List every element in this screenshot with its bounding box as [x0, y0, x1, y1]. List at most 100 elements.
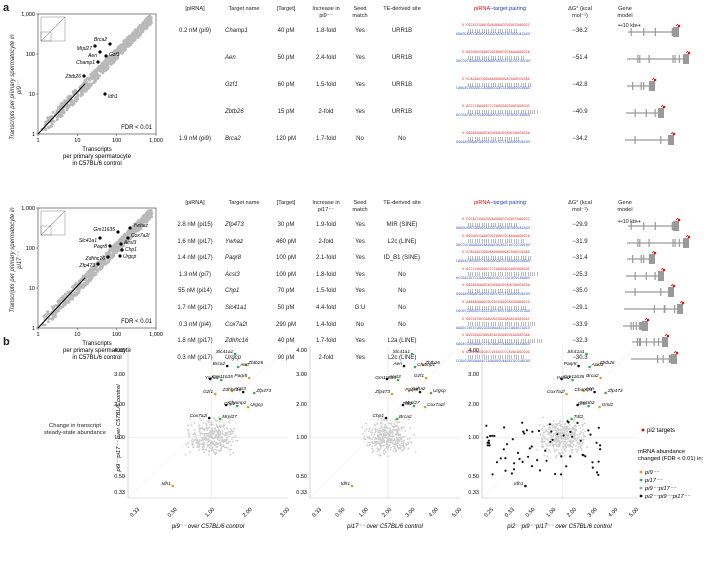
target-site-marker	[660, 267, 664, 271]
target-site-marker	[675, 218, 679, 221]
cell-seed: Yes	[355, 354, 365, 361]
target-site-dot	[687, 51, 691, 55]
data-point	[139, 31, 143, 34]
data-point	[221, 436, 224, 439]
exon	[674, 238, 676, 247]
data-point	[209, 431, 212, 434]
data-point	[124, 48, 128, 51]
data-point	[579, 427, 582, 429]
data-point	[565, 446, 568, 449]
data-point	[223, 438, 226, 441]
exon	[632, 255, 634, 264]
data-point	[206, 429, 209, 431]
hit-point	[390, 392, 394, 396]
data-point-triple	[554, 472, 557, 476]
data-point	[198, 445, 201, 447]
data-point-triple	[516, 451, 520, 454]
hit-point	[424, 376, 428, 380]
target-sequence: GAGACGUUAAAUCCCUCGAACUAAAAGCAAAUAG5'	[456, 342, 533, 347]
data-point-triple	[597, 426, 600, 429]
cell-seed: Yes	[355, 238, 365, 245]
data-point	[50, 317, 54, 320]
data-point	[572, 426, 574, 429]
hit-point	[423, 405, 427, 409]
data-point	[128, 36, 132, 40]
y-tick-label: 1.00	[468, 435, 479, 441]
data-point-triple	[565, 465, 568, 468]
cell-seed: G:U	[354, 305, 366, 311]
data-point	[198, 430, 201, 433]
data-point	[576, 437, 579, 440]
data-point	[203, 429, 206, 432]
data-point	[100, 70, 103, 74]
data-point	[542, 416, 545, 419]
data-point	[406, 438, 409, 440]
target-sequence: CCAUGUUGGUAAACCAUAAUGUAAGGCUCGUACU5'	[456, 358, 533, 363]
target-sequence: CUCUCGUGGGCCGGGCACCCUGCCUUCCUCGCGA5'	[456, 309, 533, 313]
data-point	[100, 63, 104, 67]
data-point	[363, 437, 365, 440]
cell-te: No	[398, 288, 406, 295]
data-point	[190, 424, 193, 426]
data-point	[67, 301, 70, 304]
data-point	[558, 451, 560, 454]
data-point	[546, 445, 549, 447]
hit-point	[208, 377, 212, 381]
data-point	[389, 441, 392, 443]
data-point	[575, 445, 577, 448]
y-tick-label: 100	[26, 246, 35, 252]
data-point	[404, 435, 406, 438]
data-point	[116, 54, 120, 57]
data-point	[115, 248, 119, 252]
data-point	[407, 443, 410, 446]
data-point	[81, 286, 85, 289]
data-point	[556, 454, 558, 457]
data-point	[388, 439, 390, 441]
data-point	[386, 427, 389, 429]
data-point	[44, 120, 47, 124]
hit-label: Urgcp	[250, 402, 263, 408]
data-point-triple	[556, 433, 559, 436]
hit-point	[82, 74, 86, 78]
data-point	[216, 443, 219, 445]
hit-point	[571, 378, 574, 382]
data-point	[390, 446, 392, 449]
hit-point	[385, 377, 389, 381]
data-point	[199, 443, 201, 446]
data-point	[214, 427, 216, 429]
data-point	[576, 433, 579, 436]
data-point-triple	[528, 447, 531, 450]
data-point	[396, 446, 399, 449]
cell-target-conc: 50 pM	[277, 55, 295, 61]
data-point	[198, 441, 200, 444]
target-sequence: GUCCUCUAAUGAGAAUAACUUAGCCACCGCUGCU5'	[456, 242, 533, 247]
data-point	[87, 77, 91, 81]
data-point-triple	[489, 434, 492, 438]
data-point	[389, 422, 391, 425]
data-point	[387, 455, 389, 458]
data-point	[219, 442, 222, 445]
data-point	[54, 303, 58, 307]
exon	[638, 321, 640, 330]
data-point	[63, 303, 67, 307]
hit-label: Slc41a1	[393, 349, 411, 355]
data-point	[374, 440, 377, 443]
data-point	[385, 437, 388, 439]
data-point	[77, 288, 81, 292]
data-point	[583, 418, 585, 420]
hit-point	[236, 365, 240, 369]
data-point	[543, 425, 545, 428]
data-point	[403, 439, 405, 442]
data-point-triple	[551, 438, 554, 441]
hit-point	[118, 254, 122, 258]
data-point-triple	[560, 455, 563, 458]
data-point	[569, 427, 572, 430]
target-site-marker	[685, 51, 689, 54]
data-point	[384, 427, 386, 430]
data-point	[211, 429, 214, 432]
data-point-triple	[504, 469, 507, 472]
data-point	[379, 444, 381, 447]
hit-point	[402, 364, 406, 368]
inset-diagonal	[40, 210, 66, 236]
gene-model	[627, 51, 691, 64]
